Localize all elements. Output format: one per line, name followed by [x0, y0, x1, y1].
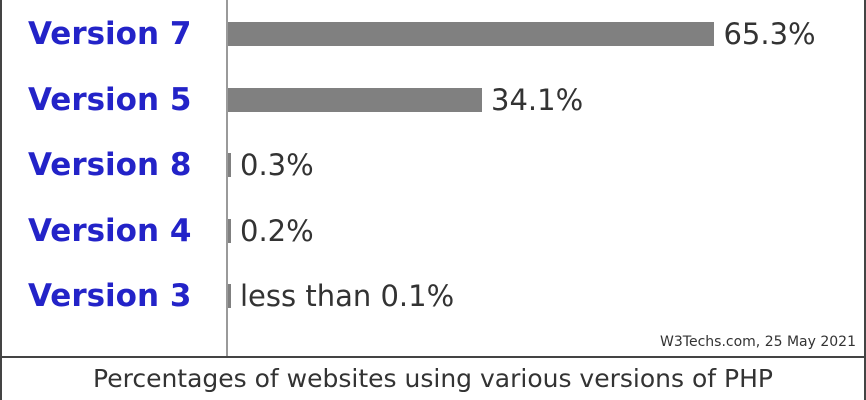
value-label: less than 0.1%: [240, 279, 455, 313]
category-label: Version 4: [28, 212, 192, 249]
value-label: 0.2%: [240, 213, 314, 248]
bar-row: Version 3 less than 0.1%: [0, 276, 866, 316]
bar: [228, 22, 715, 46]
chart-caption: Percentages of websites using various ve…: [93, 364, 773, 393]
plot-area: Version 7 65.3% Version 5 34.1% Version 8 0.3…: [0, 0, 866, 356]
bar: [228, 87, 483, 112]
caption-divider: [0, 356, 866, 358]
bar: [228, 218, 231, 243]
source-credit: W3Techs.com, 25 May 2021: [660, 334, 856, 350]
category-label: Version 7: [28, 16, 192, 52]
value-label: 34.1%: [491, 82, 584, 117]
frame-left-border: [0, 0, 2, 400]
bar-row: Version 8 0.3%: [0, 145, 866, 185]
category-label: Version 8: [28, 147, 192, 183]
value-label: 0.3%: [240, 148, 314, 182]
bar: [228, 284, 231, 308]
bar-row: Version 7 65.3%: [0, 14, 866, 54]
category-label: Version 3: [28, 278, 192, 314]
bar-row: Version 4 0.2%: [0, 211, 866, 251]
value-label: 65.3%: [723, 17, 816, 51]
frame-right-border: [864, 0, 866, 400]
category-label: Version 5: [28, 81, 192, 118]
bar: [228, 153, 231, 177]
bar-row: Version 5 34.1%: [0, 80, 866, 120]
y-axis-line: [226, 0, 228, 356]
